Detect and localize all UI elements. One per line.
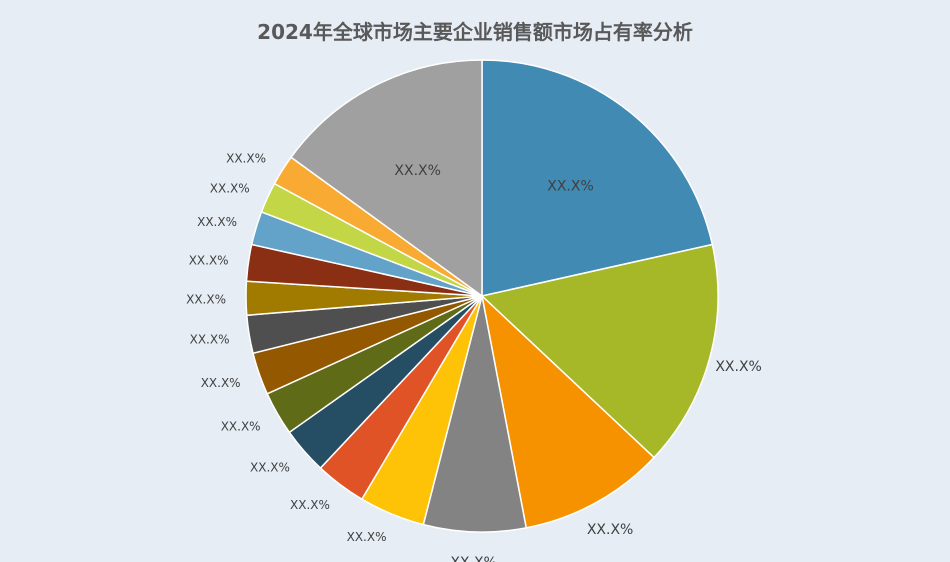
pie-label-12: XX.X% [189,253,229,267]
pie-label-13: XX.X% [197,215,237,229]
pie-label-3: XX.X% [587,522,634,538]
pie-label-11: XX.X% [186,293,226,307]
pie-label-14: XX.X% [210,182,250,196]
pie-slice-16 [290,59,483,298]
pie-label-16: XX.X% [394,163,441,179]
pie-label-6: XX.X% [290,498,330,512]
pie-label-2: XX.X% [715,359,762,375]
pie-label-15: XX.X% [226,151,266,165]
pie-slice-4 [422,295,528,533]
chart-title: 2024年全球市场主要企业销售额市场占有率分析 [257,20,693,44]
pie-label-9: XX.X% [201,376,241,390]
pie-label-10: XX.X% [190,332,230,346]
pie-label-4: XX.X% [450,555,497,562]
pie-slice-3 [480,293,656,529]
pie-slice-2 [480,243,719,459]
pie-label-1: XX.X% [547,179,594,195]
pie-label-7: XX.X% [250,461,290,475]
pie-label-8: XX.X% [221,420,261,434]
pie-label-5: XX.X% [347,530,387,544]
pie-slice-1 [481,59,714,297]
